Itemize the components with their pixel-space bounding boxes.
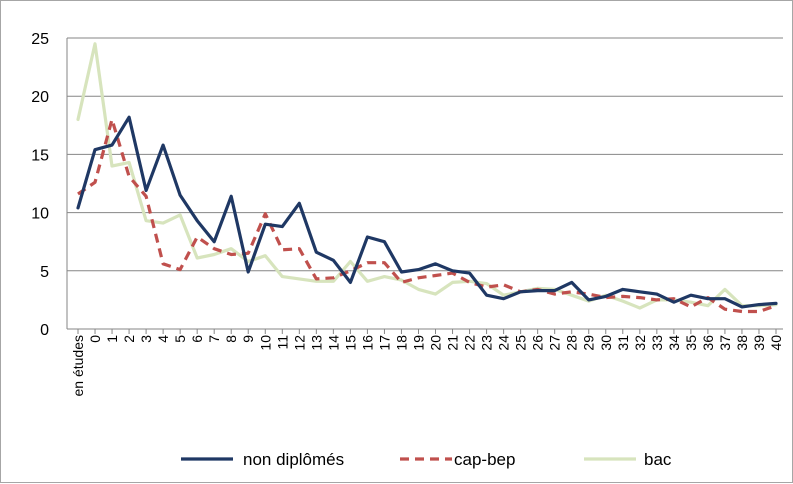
x-tick-label: 36 xyxy=(700,335,716,351)
x-tick-label: 16 xyxy=(359,335,375,351)
x-tick-label: 15 xyxy=(342,335,358,351)
y-tick-label: 20 xyxy=(31,89,49,106)
x-tick-label: 8 xyxy=(223,335,239,343)
x-tick-label: 23 xyxy=(479,335,495,351)
y-tick-label: 10 xyxy=(31,206,49,223)
x-tick-label: 21 xyxy=(445,335,461,351)
x-tick-label: 22 xyxy=(462,335,478,351)
x-tick-label: 27 xyxy=(547,335,563,351)
x-tick-label: 18 xyxy=(393,335,409,351)
series-line-non-diplômés xyxy=(78,117,776,307)
x-tick-label: 24 xyxy=(496,335,512,351)
x-tick-label: 2 xyxy=(121,335,137,343)
x-tick-label: 37 xyxy=(717,335,733,351)
x-tick-label: 12 xyxy=(291,335,307,351)
y-tick-label: 25 xyxy=(31,31,49,48)
legend-label: bac xyxy=(644,450,672,469)
x-tick-label: 4 xyxy=(155,335,171,343)
x-tick-label: 11 xyxy=(274,335,290,350)
x-tick-label: 13 xyxy=(308,335,324,351)
x-tick-label: 29 xyxy=(581,335,597,351)
gridlines xyxy=(67,38,783,271)
legend-label: non diplômés xyxy=(243,450,344,469)
x-tick-label: 38 xyxy=(734,335,750,351)
x-tick-label: 35 xyxy=(683,335,699,351)
y-axis-ticks: 0 5 10 15 20 25 xyxy=(31,31,49,339)
series-lines xyxy=(78,44,776,312)
x-tick-label: en études xyxy=(70,335,86,397)
x-tick-label: 40 xyxy=(768,335,784,351)
x-tick-label: 34 xyxy=(666,335,682,351)
x-tick-label: 1 xyxy=(104,335,120,343)
legend: non diplômés cap-bep bac xyxy=(181,450,672,469)
x-tick-label: 7 xyxy=(206,335,222,343)
x-tick-label: 33 xyxy=(649,335,665,351)
x-tick-label: 32 xyxy=(632,335,648,351)
legend-label: cap-bep xyxy=(454,450,515,469)
x-tick-label: 30 xyxy=(598,335,614,351)
series-line-cap-bep xyxy=(78,120,776,312)
x-tick-label: 3 xyxy=(138,335,154,343)
x-tick-label: 39 xyxy=(751,335,767,351)
x-tick-label: 5 xyxy=(172,335,188,343)
x-tick-label: 31 xyxy=(615,335,631,351)
y-tick-label: 15 xyxy=(31,147,49,164)
x-tick-label: 9 xyxy=(240,335,256,343)
y-tick-label: 5 xyxy=(40,264,49,281)
x-tick-label: 14 xyxy=(325,335,341,351)
x-tick-label: 6 xyxy=(189,335,205,343)
y-tick-label: 0 xyxy=(40,322,49,339)
x-tick-label: 26 xyxy=(530,335,546,351)
x-tick-label: 10 xyxy=(257,335,273,351)
x-tick-label: 28 xyxy=(564,335,580,351)
x-tick-label: 0 xyxy=(87,335,103,343)
x-tick-label: 25 xyxy=(513,335,529,351)
x-tick-label: 20 xyxy=(428,335,444,351)
x-tick-label: 19 xyxy=(410,335,426,351)
x-tick-label: 17 xyxy=(376,335,392,351)
